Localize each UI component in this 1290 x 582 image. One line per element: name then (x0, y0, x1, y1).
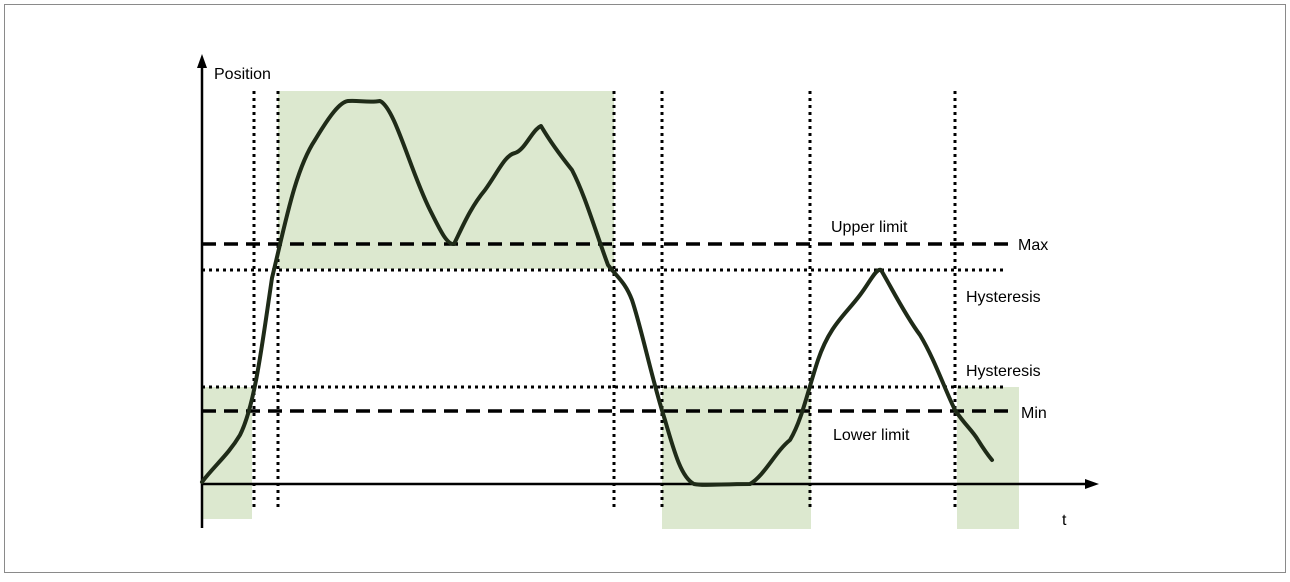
max-label: Max (1018, 237, 1048, 254)
y-axis-arrow (197, 54, 207, 68)
position-curve (200, 98, 994, 487)
limit-lines (202, 242, 1012, 413)
hysteresis-upper-label: Hysteresis (966, 289, 1041, 306)
lower-limit-label: Lower limit (833, 427, 910, 444)
y-axis-label: Position (214, 66, 271, 83)
axes (197, 54, 1099, 528)
upper-limit-label: Upper limit (831, 219, 908, 236)
hysteresis-lines (202, 268, 1005, 389)
x-axis-label: t (1062, 512, 1067, 529)
below-min-zone-2 (662, 387, 811, 529)
outer-border (4, 4, 1286, 573)
x-axis-arrow (1085, 479, 1099, 489)
shaded-zones (202, 91, 1019, 529)
min-label: Min (1021, 405, 1047, 422)
hysteresis-lower-label: Hysteresis (966, 363, 1041, 380)
